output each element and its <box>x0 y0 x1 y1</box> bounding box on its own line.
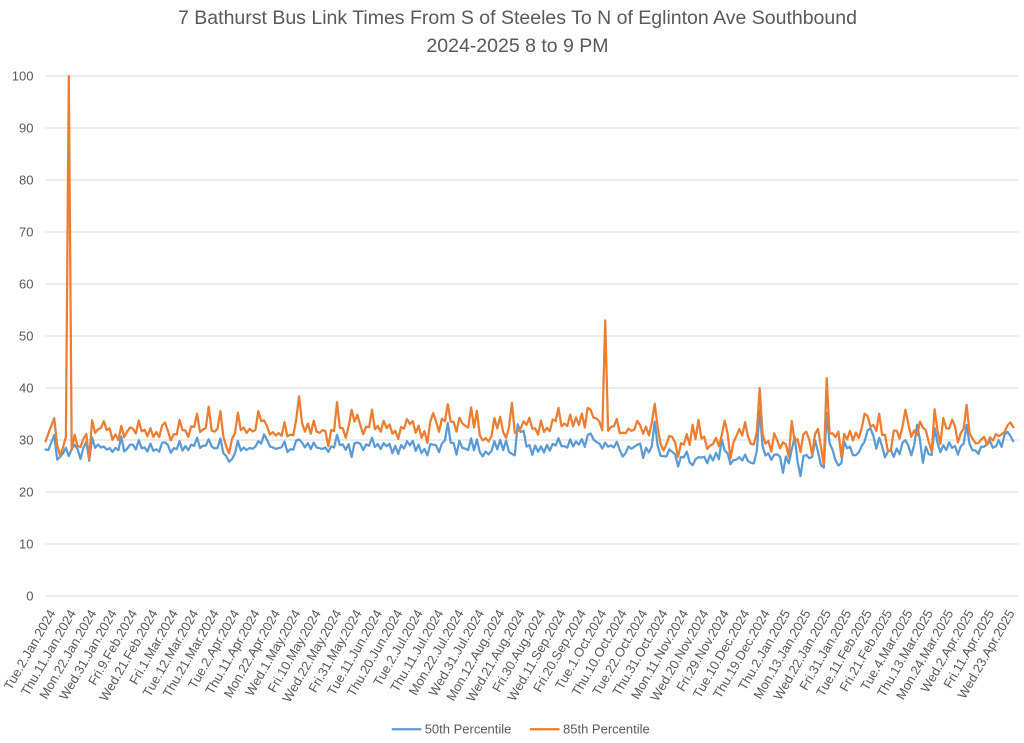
svg-text:30: 30 <box>19 433 33 448</box>
svg-text:85th Percentile: 85th Percentile <box>563 722 650 737</box>
svg-text:90: 90 <box>19 121 33 136</box>
svg-text:7 Bathurst Bus Link Times From: 7 Bathurst Bus Link Times From S of Stee… <box>178 7 857 29</box>
svg-text:60: 60 <box>19 277 33 292</box>
svg-text:40: 40 <box>19 381 33 396</box>
svg-text:100: 100 <box>12 69 34 84</box>
svg-text:0: 0 <box>26 589 33 604</box>
svg-text:50th Percentile: 50th Percentile <box>425 722 512 737</box>
svg-text:10: 10 <box>19 537 33 552</box>
svg-text:70: 70 <box>19 225 33 240</box>
svg-text:20: 20 <box>19 485 33 500</box>
svg-text:80: 80 <box>19 173 33 188</box>
svg-text:50: 50 <box>19 329 33 344</box>
svg-text:2024-2025 8 to 9 PM: 2024-2025 8 to 9 PM <box>426 35 608 57</box>
